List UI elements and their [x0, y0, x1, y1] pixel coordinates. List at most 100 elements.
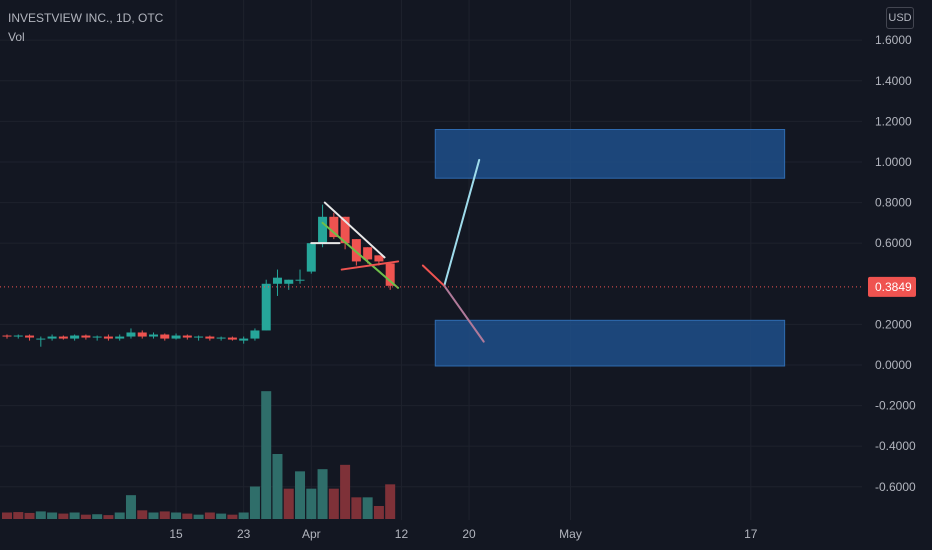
volume-bar — [13, 512, 24, 519]
candle — [137, 330, 147, 339]
y-tick-label: 1.2000 — [875, 114, 912, 128]
x-tick-label: 17 — [744, 527, 758, 541]
candle — [306, 243, 316, 274]
volume-bar — [182, 513, 193, 519]
volume-bar — [69, 512, 80, 519]
x-tick-label: 23 — [237, 527, 251, 541]
x-tick-label: Apr — [302, 527, 321, 541]
candle — [194, 335, 204, 341]
candle-body — [137, 332, 147, 337]
candle — [272, 269, 282, 296]
volume-bar — [317, 469, 328, 519]
y-tick-label: 0.0000 — [875, 358, 912, 372]
y-tick-label: 0.8000 — [875, 196, 912, 210]
candle — [36, 336, 46, 347]
candle — [385, 263, 395, 290]
volume-bar — [92, 514, 103, 519]
candle-body — [70, 335, 80, 339]
x-tick-label: 12 — [395, 527, 409, 541]
x-axis[interactable]: 15 23 Apr 12 20 May 17 — [169, 527, 757, 541]
volume-bar — [216, 513, 227, 519]
drawings[interactable] — [310, 158, 485, 343]
projection-down-line[interactable] — [421, 264, 446, 287]
candle — [149, 332, 159, 339]
candle — [81, 334, 91, 340]
candle — [171, 333, 181, 340]
volume-bars — [2, 391, 396, 519]
y-tick-label: -0.6000 — [875, 480, 916, 494]
candle — [103, 334, 113, 341]
trend-line-white[interactable] — [323, 201, 386, 259]
volume-bar — [328, 488, 339, 519]
volume-bar — [103, 515, 114, 519]
x-tick-label: 15 — [169, 527, 183, 541]
lower-target-zone[interactable] — [434, 319, 786, 367]
volume-bar — [47, 512, 58, 519]
last-price-badge — [868, 276, 916, 297]
candle-body — [126, 332, 136, 337]
candle-body — [160, 334, 170, 339]
candle-body — [36, 338, 46, 340]
candle-body — [261, 283, 271, 331]
x-tick-label: 20 — [462, 527, 476, 541]
volume-bar — [35, 511, 46, 519]
candle-body — [227, 337, 237, 340]
y-axis[interactable]: 1.6000 1.4000 1.2000 1.0000 0.8000 0.6000 0.20… — [868, 33, 916, 494]
volume-bar — [340, 464, 351, 519]
candle-body — [272, 277, 282, 284]
volume-bar — [125, 495, 136, 519]
y-tick-label: 1.6000 — [875, 33, 912, 47]
candle — [284, 279, 294, 290]
candle — [295, 269, 305, 284]
candles — [2, 204, 395, 347]
candle-body — [13, 335, 23, 337]
candle — [13, 334, 23, 339]
symbol-title[interactable]: INVESTVIEW INC., 1D, OTC — [8, 11, 164, 25]
volume-bar — [159, 511, 170, 519]
volume-bar — [114, 512, 125, 519]
candle-body — [340, 216, 350, 244]
trend-line-green[interactable] — [321, 221, 400, 289]
candle-body — [171, 335, 181, 339]
candle-body — [318, 216, 328, 244]
volume-bar — [272, 454, 283, 519]
target-zones[interactable] — [434, 128, 786, 367]
support-line-red[interactable] — [340, 260, 400, 271]
volume-bar — [58, 513, 69, 519]
candle-body — [329, 216, 339, 238]
volume-bar — [171, 512, 182, 519]
candle — [239, 336, 249, 344]
y-tick-label: 0.6000 — [875, 236, 912, 250]
projection-down-fade-line[interactable] — [443, 284, 485, 343]
indicator-label[interactable]: Vol — [8, 30, 25, 44]
y-tick-label: -0.2000 — [875, 399, 916, 413]
candle-body — [351, 239, 361, 262]
candle-body — [284, 279, 294, 284]
candle — [58, 335, 68, 340]
candle — [126, 328, 136, 339]
volume-bar — [148, 512, 159, 519]
volume-bar — [193, 514, 204, 519]
candle-body — [58, 336, 68, 339]
candle — [182, 334, 192, 340]
candle-body — [250, 330, 260, 339]
currency-button[interactable]: USD — [886, 7, 914, 29]
candle — [216, 336, 226, 341]
candle — [160, 333, 170, 341]
volume-bar — [2, 512, 12, 519]
y-tick-label: 1.0000 — [875, 155, 912, 169]
candle-body — [2, 335, 12, 337]
candle-body — [239, 338, 249, 341]
candle — [227, 336, 237, 341]
candle — [2, 334, 12, 339]
upper-target-zone[interactable] — [434, 128, 786, 179]
volume-bar — [137, 510, 148, 519]
candle-body — [306, 243, 316, 272]
projection-up-line[interactable] — [443, 158, 481, 287]
candle-body — [103, 336, 113, 339]
y-tick-label: 0.2000 — [875, 317, 912, 331]
volume-bar — [385, 484, 396, 519]
volume-bar — [80, 514, 91, 519]
